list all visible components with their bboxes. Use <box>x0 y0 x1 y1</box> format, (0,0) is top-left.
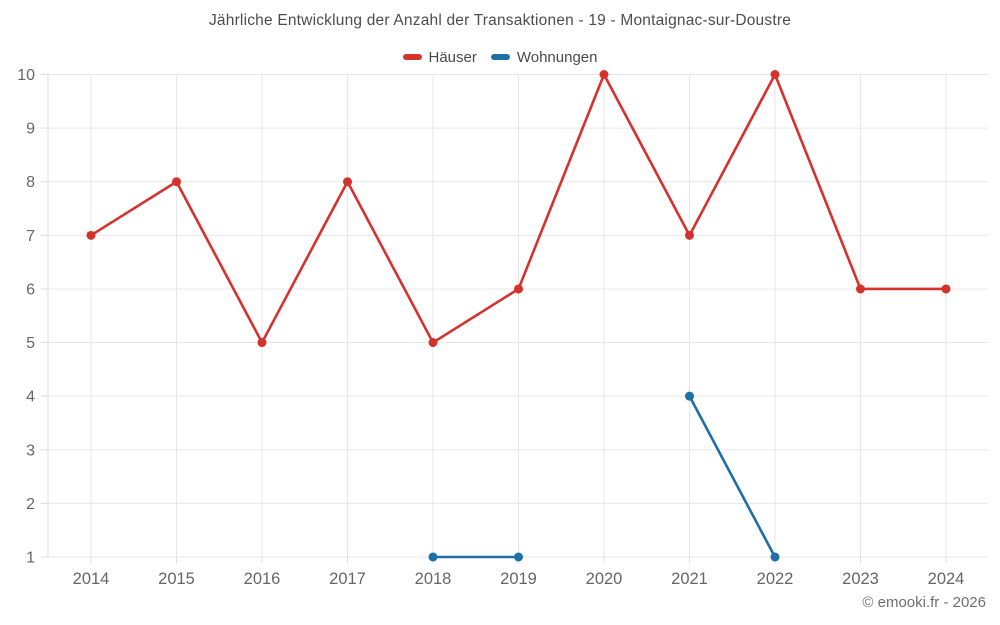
y-tick-label: 3 <box>26 442 35 459</box>
x-tick-label: 2015 <box>158 570 195 588</box>
x-tick-label: 2023 <box>842 570 879 588</box>
data-point[interactable] <box>599 70 609 79</box>
legend-item-wohnungen[interactable]: Wohnungen <box>490 48 598 66</box>
data-point[interactable] <box>856 284 865 294</box>
data-point[interactable] <box>685 391 694 401</box>
legend-label-wohnungen: Wohnungen <box>516 48 598 66</box>
data-point[interactable] <box>941 284 951 294</box>
y-tick-label: 6 <box>26 281 35 298</box>
y-tick-label: 5 <box>26 335 35 352</box>
data-point[interactable] <box>428 338 438 348</box>
data-point[interactable] <box>514 284 523 294</box>
legend-swatch-wohnungen-icon <box>490 54 510 60</box>
data-point[interactable] <box>514 552 523 562</box>
data-point[interactable] <box>343 177 352 187</box>
y-tick-label: 10 <box>17 67 35 84</box>
x-tick-label: 2018 <box>415 570 452 588</box>
y-tick-label: 2 <box>26 496 35 513</box>
y-tick-label: 8 <box>26 174 35 191</box>
data-point[interactable] <box>685 230 694 240</box>
data-point[interactable] <box>257 338 267 348</box>
x-tick-label: 2016 <box>244 570 281 588</box>
y-tick-label: 7 <box>26 228 35 245</box>
series-line-wohnungen <box>688 394 777 559</box>
y-tick-label: 4 <box>26 389 35 406</box>
legend-label-haeuser: Häuser <box>428 48 477 66</box>
x-tick-label: 2020 <box>586 570 623 588</box>
x-tick-label: 2024 <box>928 570 965 588</box>
x-tick-label: 2014 <box>73 570 110 588</box>
data-point[interactable] <box>86 230 96 240</box>
y-tick-label: 9 <box>26 121 35 138</box>
chart-title: Jährliche Entwicklung der Anzahl der Tra… <box>208 12 792 29</box>
data-point[interactable] <box>770 70 780 79</box>
y-tick-label: 1 <box>26 550 35 567</box>
legend-swatch-haeuser-icon <box>402 54 422 60</box>
data-point[interactable] <box>172 177 181 187</box>
data-point[interactable] <box>428 552 438 562</box>
x-tick-label: 2021 <box>671 570 708 588</box>
legend: Häuser Wohnungen <box>0 48 1000 66</box>
copyright: © emooki.fr - 2026 <box>862 594 986 611</box>
legend-item-haeuser[interactable]: Häuser <box>402 48 477 66</box>
data-point[interactable] <box>770 552 780 562</box>
x-tick-label: 2022 <box>757 570 794 588</box>
x-tick-label: 2019 <box>500 570 537 588</box>
x-tick-label: 2017 <box>329 570 366 588</box>
